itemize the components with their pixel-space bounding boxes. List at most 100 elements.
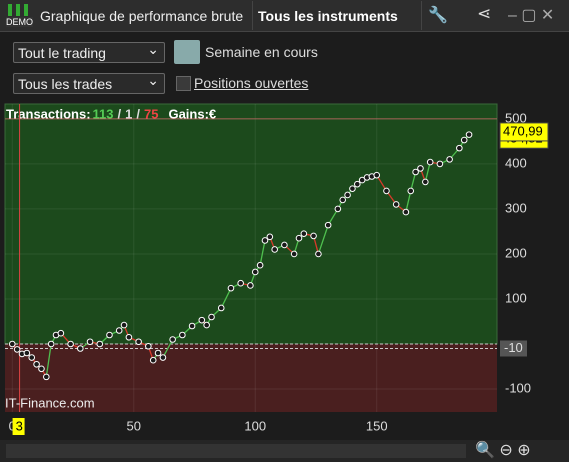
point [237, 279, 244, 287]
y-tick-label: 300 [505, 200, 527, 215]
window-buttons[interactable]: – ▢ ✕ [508, 7, 555, 24]
point [295, 234, 303, 242]
point [261, 237, 269, 244]
price-box [499, 122, 549, 142]
x-tick-label: 50 [127, 418, 141, 433]
point [402, 208, 410, 216]
line-segment [220, 287, 232, 309]
instrument-text: Tous les instruments [258, 8, 398, 24]
instrument-selector[interactable]: Tous les instruments [252, 1, 422, 30]
point [339, 196, 347, 204]
point [315, 250, 322, 258]
point [281, 241, 288, 249]
point [353, 180, 361, 188]
watermark: IT-Finance.com [5, 395, 95, 410]
x-tick-label: 100 [244, 418, 266, 433]
period-label: Semaine en cours [205, 44, 318, 60]
line-segment [259, 240, 266, 266]
point [446, 156, 453, 163]
point [456, 144, 463, 152]
zoom-buttons[interactable]: 🔍 ⊖ ⊕ [475, 442, 531, 459]
point [417, 165, 424, 172]
point [426, 158, 434, 166]
x-tick-label: 0 [9, 418, 16, 433]
point [227, 284, 235, 292]
scrollbar[interactable] [6, 444, 466, 458]
window-title: Graphique de performance brute [40, 8, 244, 24]
line-segment [317, 224, 329, 255]
point [135, 338, 142, 346]
point [159, 354, 167, 361]
y-tick-label: 200 [505, 245, 527, 260]
point [154, 349, 162, 357]
point [106, 331, 113, 339]
point [179, 331, 186, 339]
cursor-box [12, 418, 25, 435]
point [38, 365, 45, 373]
y-tick-label: -100 [505, 380, 531, 395]
line-segment [162, 339, 174, 358]
point [247, 282, 254, 289]
point [188, 322, 196, 330]
logo [8, 4, 28, 16]
point [115, 327, 123, 334]
point [67, 340, 74, 348]
x-tick-label: 150 [366, 418, 388, 433]
transactions-part: Gains:€ [168, 106, 216, 121]
line-segment [405, 190, 412, 213]
settings-button[interactable]: 🔧 [428, 7, 448, 24]
point [290, 250, 298, 258]
checkbox[interactable] [176, 76, 191, 91]
point [77, 345, 84, 352]
price-label: 470,99 [503, 123, 543, 138]
trades-text: Tous les trades [18, 76, 113, 92]
profit-zone [4, 103, 498, 345]
point [203, 321, 210, 329]
point [28, 354, 36, 361]
point [407, 187, 415, 195]
reference-label: -10 [504, 340, 523, 355]
trades-select[interactable]: Tous les trades [13, 70, 165, 94]
point [57, 329, 65, 337]
y-tick-label: 100 [505, 290, 527, 305]
point [217, 304, 225, 312]
bottom-bar: 🔍 ⊖ ⊕ [0, 440, 569, 462]
transactions-part: 113 [93, 106, 114, 121]
line-segment [45, 343, 52, 377]
point [358, 176, 366, 184]
point [324, 221, 332, 229]
calendar-button[interactable] [174, 40, 200, 64]
point [392, 201, 400, 208]
cursor-label: 3 [16, 418, 23, 433]
share-button[interactable]: ⋖ [477, 4, 492, 23]
point [256, 261, 264, 269]
line-segment [424, 161, 431, 183]
point [460, 136, 468, 144]
point [96, 340, 104, 348]
point [149, 356, 157, 364]
point [13, 346, 21, 353]
header: DEMO Graphique de performance brute Tous… [0, 0, 569, 32]
scope-text: Tout le trading [18, 45, 106, 61]
point [47, 340, 55, 348]
point [145, 342, 152, 350]
point [169, 336, 176, 343]
open-positions-label[interactable]: Positions ouvertes [194, 75, 309, 91]
demo-badge: DEMO [6, 17, 33, 27]
point [33, 360, 40, 368]
point [412, 168, 419, 176]
point [125, 333, 133, 341]
point [310, 232, 317, 240]
y-tick-label: 500 [505, 110, 527, 125]
scope-select[interactable]: Tout le trading [13, 39, 165, 63]
point [422, 178, 429, 186]
point [8, 340, 16, 348]
point [373, 171, 381, 179]
point [208, 313, 215, 321]
point [465, 131, 473, 138]
point [349, 185, 356, 192]
transactions-label: Transactions: [6, 106, 91, 121]
y-tick-label: 400 [505, 155, 527, 170]
